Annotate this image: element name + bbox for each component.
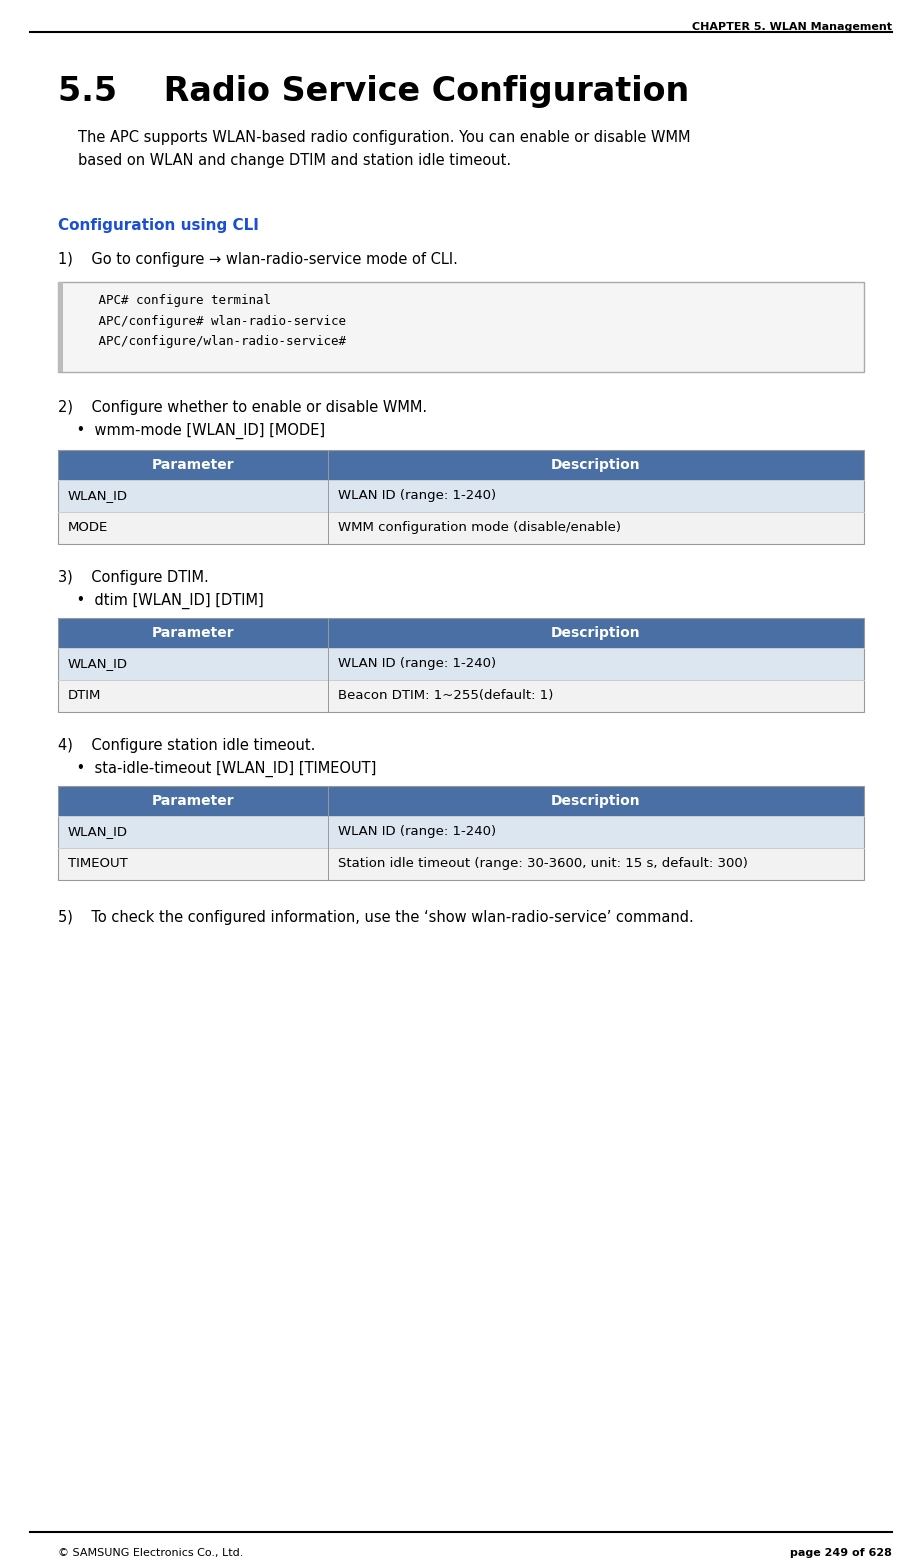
Bar bbox=[58, 786, 864, 815]
Text: Description: Description bbox=[551, 626, 641, 640]
Bar bbox=[58, 848, 864, 880]
Text: 5.5    Radio Service Configuration: 5.5 Radio Service Configuration bbox=[58, 75, 690, 108]
Text: Parameter: Parameter bbox=[152, 793, 234, 808]
Text: 1)    Go to configure → wlan-radio-service mode of CLI.: 1) Go to configure → wlan-radio-service … bbox=[58, 252, 458, 268]
Text: WLAN ID (range: 1-240): WLAN ID (range: 1-240) bbox=[338, 825, 496, 837]
Bar bbox=[58, 480, 864, 512]
Text: Description: Description bbox=[551, 459, 641, 473]
Text: © SAMSUNG Electronics Co., Ltd.: © SAMSUNG Electronics Co., Ltd. bbox=[58, 1548, 243, 1559]
Text: 5)    To check the configured information, use the ‘show wlan-radio-service’ com: 5) To check the configured information, … bbox=[58, 909, 693, 925]
Text: APC# configure terminal
   APC/configure# wlan-radio-service
   APC/configure/wl: APC# configure terminal APC/configure# w… bbox=[76, 294, 346, 347]
Text: WMM configuration mode (disable/enable): WMM configuration mode (disable/enable) bbox=[338, 521, 621, 534]
Text: •  wmm-mode [WLAN_ID] [MODE]: • wmm-mode [WLAN_ID] [MODE] bbox=[58, 423, 325, 440]
Bar bbox=[58, 681, 864, 712]
Bar bbox=[58, 451, 864, 480]
Text: Parameter: Parameter bbox=[152, 459, 234, 473]
Text: DTIM: DTIM bbox=[68, 689, 101, 703]
Text: WLAN_ID: WLAN_ID bbox=[68, 825, 128, 837]
Text: The APC supports WLAN-based radio configuration. You can enable or disable WMM
b: The APC supports WLAN-based radio config… bbox=[78, 130, 691, 167]
Text: MODE: MODE bbox=[68, 521, 108, 534]
Text: Description: Description bbox=[551, 793, 641, 808]
Text: Parameter: Parameter bbox=[152, 626, 234, 640]
Text: Configuration using CLI: Configuration using CLI bbox=[58, 218, 259, 233]
Bar bbox=[58, 815, 864, 848]
Bar bbox=[58, 786, 864, 880]
Text: •  sta-idle-timeout [WLAN_ID] [TIMEOUT]: • sta-idle-timeout [WLAN_ID] [TIMEOUT] bbox=[58, 761, 376, 778]
Bar bbox=[58, 451, 864, 545]
Text: Beacon DTIM: 1~255(default: 1): Beacon DTIM: 1~255(default: 1) bbox=[338, 689, 553, 703]
Text: WLAN_ID: WLAN_ID bbox=[68, 488, 128, 502]
Bar bbox=[58, 512, 864, 545]
Text: Station idle timeout (range: 30-3600, unit: 15 s, default: 300): Station idle timeout (range: 30-3600, un… bbox=[338, 858, 748, 870]
Text: 2)    Configure whether to enable or disable WMM.: 2) Configure whether to enable or disabl… bbox=[58, 401, 427, 415]
Bar bbox=[58, 282, 864, 372]
Text: 4)    Configure station idle timeout.: 4) Configure station idle timeout. bbox=[58, 739, 315, 753]
Text: CHAPTER 5. WLAN Management: CHAPTER 5. WLAN Management bbox=[692, 22, 892, 31]
Bar bbox=[58, 618, 864, 648]
Text: WLAN ID (range: 1-240): WLAN ID (range: 1-240) bbox=[338, 657, 496, 670]
Bar bbox=[58, 618, 864, 712]
Text: page 249 of 628: page 249 of 628 bbox=[790, 1548, 892, 1559]
Text: WLAN_ID: WLAN_ID bbox=[68, 657, 128, 670]
Text: WLAN ID (range: 1-240): WLAN ID (range: 1-240) bbox=[338, 488, 496, 502]
Bar bbox=[58, 282, 63, 372]
Text: 3)    Configure DTIM.: 3) Configure DTIM. bbox=[58, 570, 208, 585]
Text: •  dtim [WLAN_ID] [DTIM]: • dtim [WLAN_ID] [DTIM] bbox=[58, 593, 264, 609]
Text: TIMEOUT: TIMEOUT bbox=[68, 858, 128, 870]
Bar bbox=[58, 648, 864, 681]
